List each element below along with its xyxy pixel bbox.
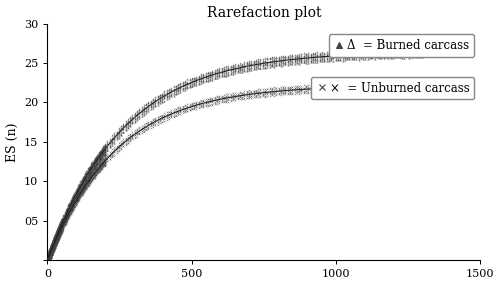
Title: Rarefaction plot: Rarefaction plot — [206, 5, 321, 20]
Legend: ×  = Unburned carcass: × = Unburned carcass — [311, 77, 474, 99]
Y-axis label: ES (n): ES (n) — [6, 122, 18, 162]
